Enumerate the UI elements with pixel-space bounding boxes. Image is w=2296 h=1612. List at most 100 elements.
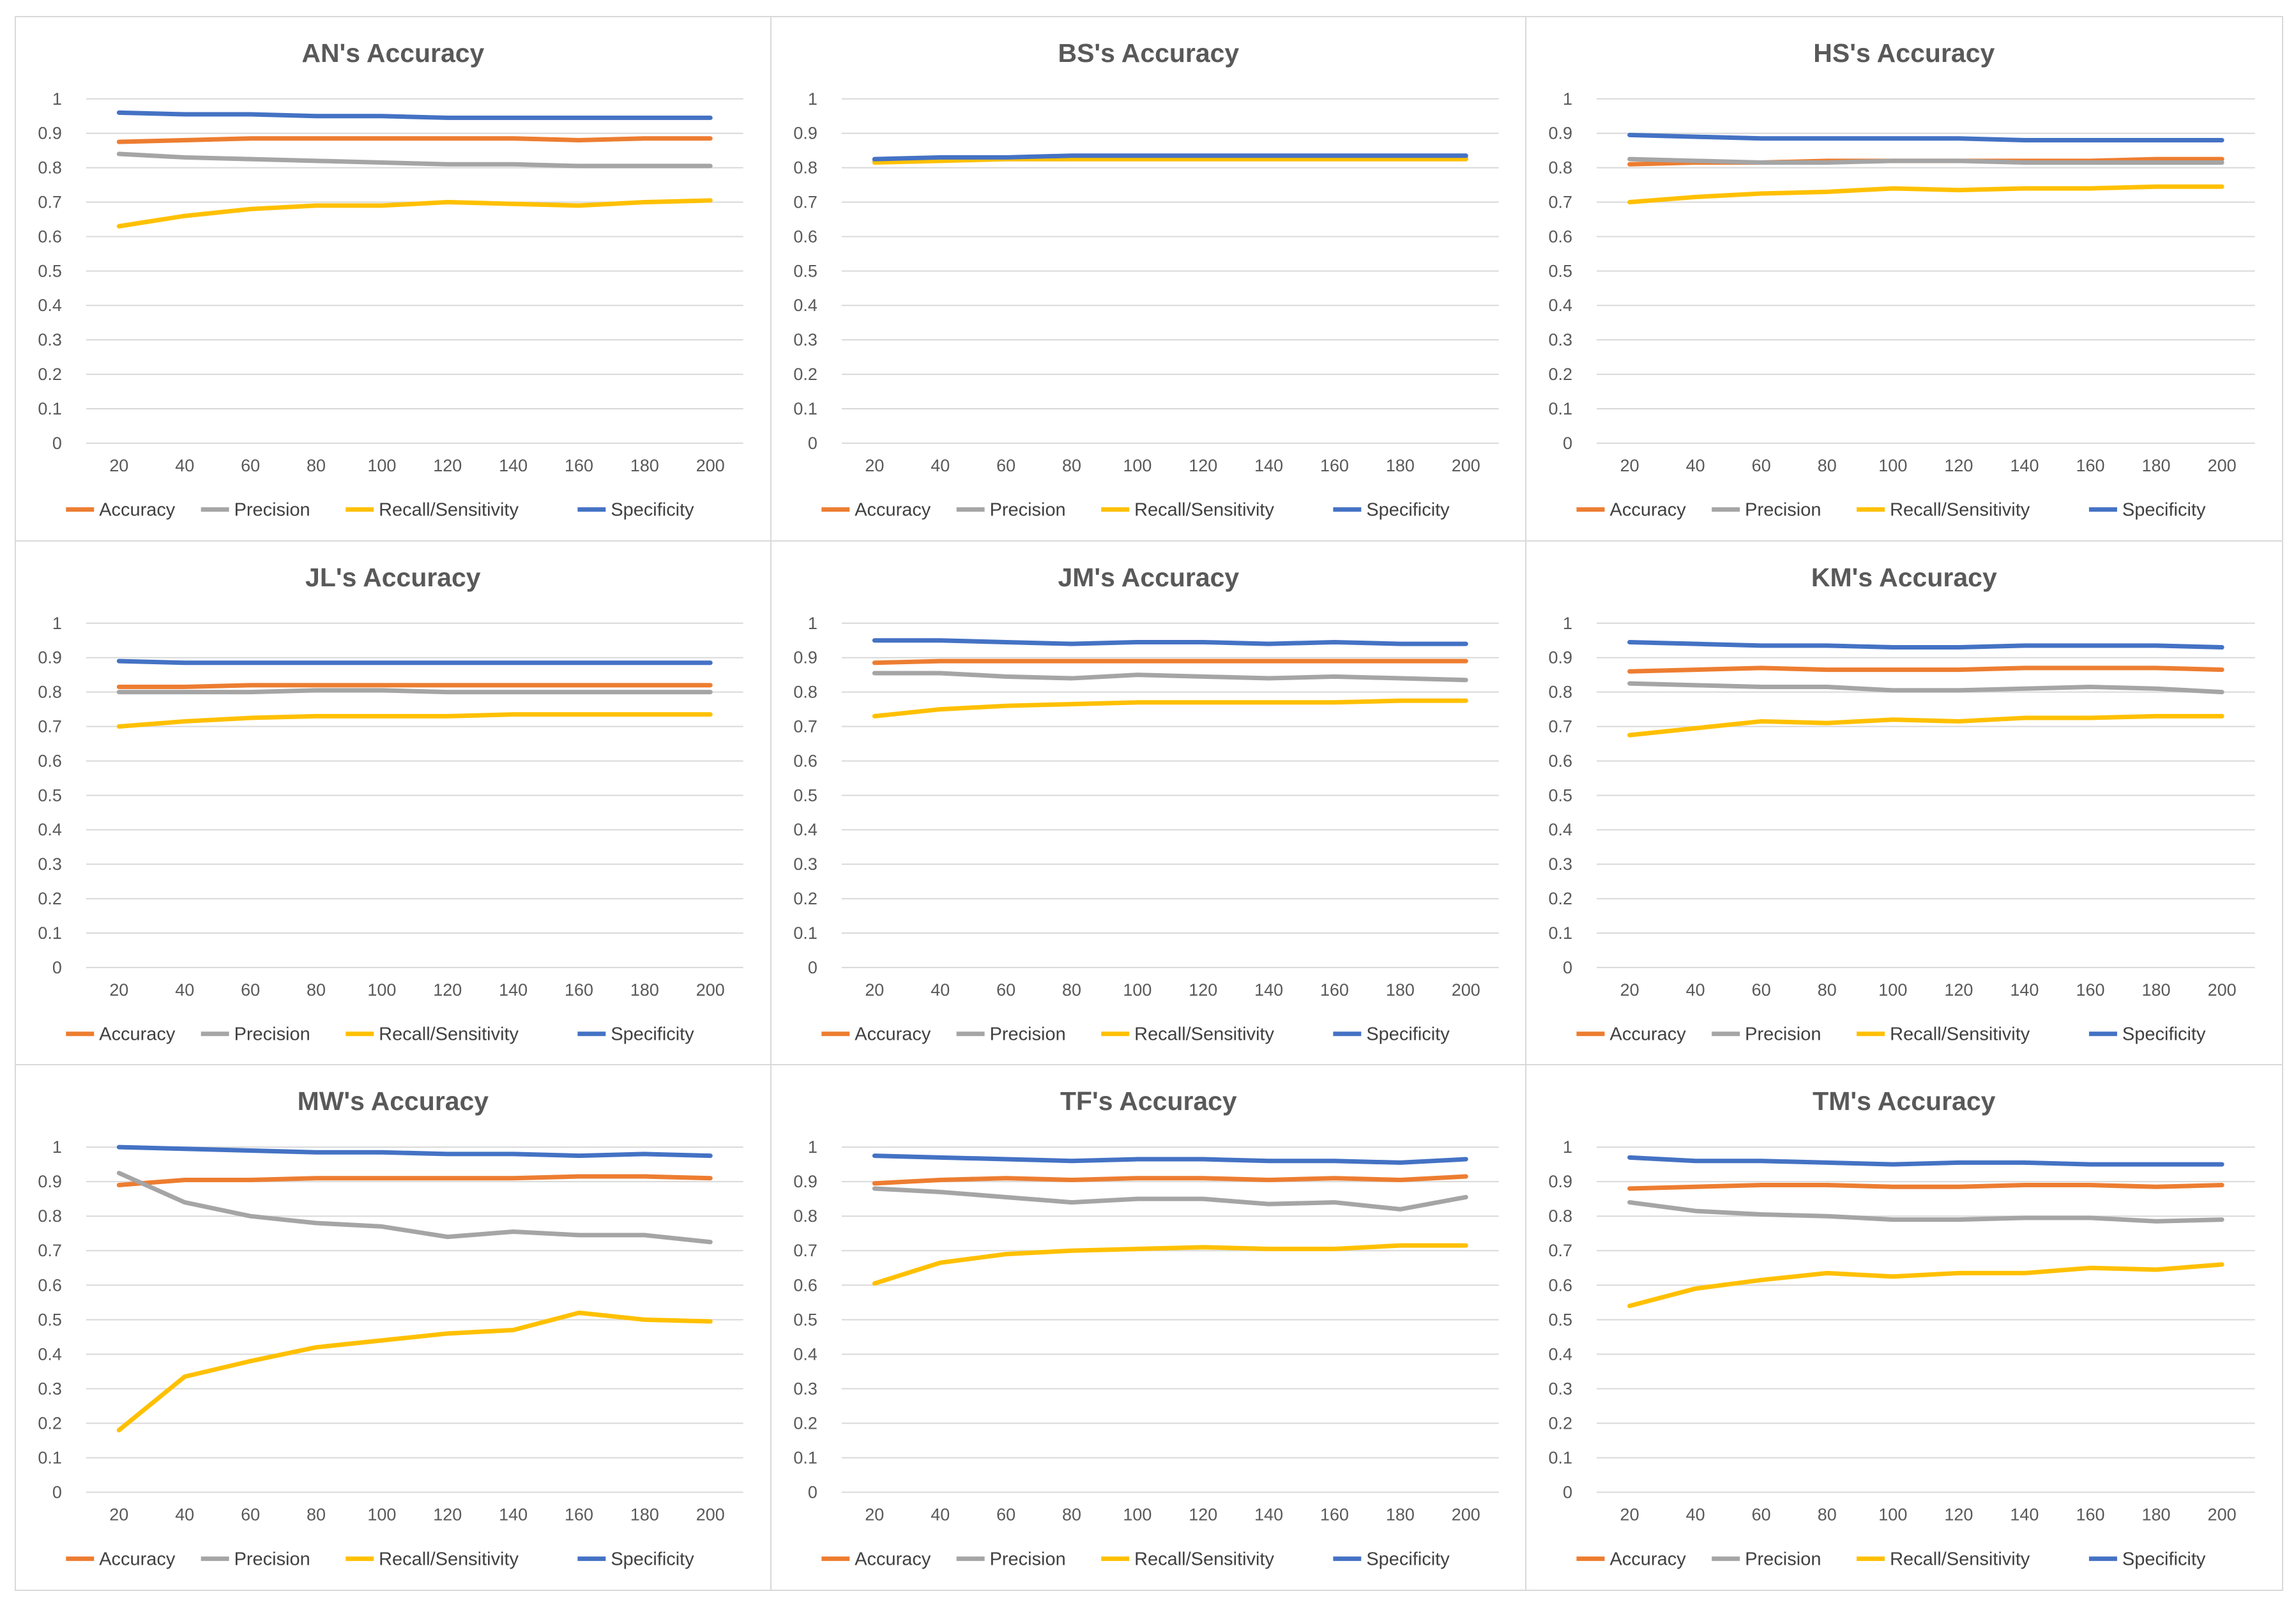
y-tick-label: 0.6 (793, 1276, 817, 1295)
chart-panel-tf: TF's Accuracy 0 0.1 0.2 0.3 0.4 0.5 0.6 0.7 0.8 0.… (772, 1065, 1527, 1590)
y-tick-label: 0.9 (1549, 648, 1573, 667)
series-line-specificity (116, 658, 713, 665)
y-tick-label: 0.8 (38, 1207, 61, 1226)
series-line-recall-sensitivity (116, 1311, 713, 1433)
x-tick-label: 40 (931, 980, 950, 1000)
x-tick-label: 80 (1062, 456, 1081, 475)
legend-item-specificity: Specificity (2089, 1024, 2206, 1044)
x-tick-label: 140 (2011, 980, 2039, 1000)
x-tick-label: 200 (1451, 980, 1480, 1000)
y-tick-label: 0.3 (38, 330, 61, 349)
y-tick-label: 0.8 (1549, 1207, 1573, 1226)
line-chart-svg: MW's Accuracy 0 0.1 0.2 0.3 0.4 0.5 0.6 0.7 0.8 0.… (38, 1086, 743, 1570)
y-tick-label: 0.4 (793, 296, 817, 315)
series-line-specificity (872, 1153, 1468, 1166)
legend-label: Recall/Sensitivity (1134, 500, 1274, 521)
series-line-precision (872, 671, 1468, 682)
y-tick-label: 0 (1563, 958, 1572, 977)
legend-item-recall-sensitivity: Recall/Sensitivity (346, 1549, 519, 1570)
legend-label: Accuracy (1610, 500, 1687, 521)
series-line-recall-sensitivity (116, 198, 713, 229)
x-tick-label: 100 (367, 456, 396, 475)
x-tick-label: 20 (865, 456, 884, 475)
y-tick-label: 0.5 (38, 261, 61, 280)
y-tick-label: 0.4 (793, 820, 817, 839)
x-tick-label: 140 (499, 456, 528, 475)
series-line-accuracy (1627, 665, 2224, 674)
line-chart-svg: JL's Accuracy 0 0.1 0.2 0.3 0.4 0.5 0.6 0.7 0.8 0.… (38, 563, 743, 1044)
x-tick-label: 120 (1945, 980, 1973, 1000)
y-tick-label: 0.7 (1549, 717, 1573, 736)
x-tick-label: 180 (2142, 1505, 2171, 1525)
y-tick-label: 0.7 (38, 1242, 61, 1261)
legend-label: Accuracy (1610, 1024, 1687, 1044)
y-tick-label: 0.2 (38, 365, 61, 384)
y-tick-label: 0.9 (1549, 124, 1573, 143)
y-tick-label: 0.1 (38, 399, 61, 418)
y-tick-label: 0.8 (793, 1207, 817, 1226)
y-tick-label: 0.1 (1549, 924, 1573, 943)
y-tick-label: 0.2 (793, 365, 817, 384)
legend-label: Accuracy (855, 1549, 931, 1570)
x-tick-label: 60 (996, 1505, 1015, 1525)
y-tick-label: 1 (1563, 1137, 1572, 1157)
line-chart-svg: BS's Accuracy 0 0.1 0.2 0.3 0.4 0.5 0.6 0.7 0.8 0.… (793, 38, 1499, 521)
x-tick-label: 180 (1386, 980, 1415, 1000)
line-chart-svg: TM's Accuracy 0 0.1 0.2 0.3 0.4 0.5 0.6 0.7 0.8 0.… (1549, 1086, 2255, 1570)
y-tick-label: 0.5 (1549, 261, 1573, 280)
x-tick-label: 120 (1189, 980, 1217, 1000)
y-tick-label: 1 (1563, 613, 1572, 632)
legend-item-accuracy: Accuracy (821, 500, 931, 521)
y-tick-label: 0.1 (793, 1449, 817, 1468)
line-chart-svg: KM's Accuracy 0 0.1 0.2 0.3 0.4 0.5 0.6 0.7 0.8 0.… (1549, 563, 2255, 1044)
y-tick-label: 0.8 (38, 158, 61, 178)
y-tick-label: 0 (808, 434, 817, 453)
x-tick-label: 140 (1254, 456, 1283, 475)
legend-label: Specificity (1366, 1024, 1450, 1044)
x-tick-label: 200 (696, 980, 725, 1000)
x-tick-label: 200 (1451, 456, 1480, 475)
y-tick-label: 0 (808, 958, 817, 977)
legend-label: Accuracy (99, 1024, 176, 1044)
y-tick-label: 0 (52, 1483, 62, 1502)
legend-label: Specificity (1366, 1549, 1450, 1570)
series-line-specificity (872, 637, 1468, 646)
legend-label: Precision (989, 1549, 1065, 1570)
x-tick-label: 160 (565, 456, 593, 475)
x-tick-label: 20 (865, 1505, 884, 1525)
y-tick-label: 0.4 (1549, 296, 1573, 315)
chart-panel-tm: TM's Accuracy 0 0.1 0.2 0.3 0.4 0.5 0.6 0.7 0.8 0.… (1526, 1065, 2282, 1590)
legend-item-precision: Precision (201, 1024, 310, 1044)
x-tick-label: 20 (865, 980, 884, 1000)
legend-item-precision: Precision (956, 500, 1065, 521)
x-tick-label: 20 (1620, 1505, 1639, 1525)
legend-label: Precision (234, 500, 310, 521)
y-tick-label: 0.9 (793, 1172, 817, 1191)
x-tick-label: 40 (931, 1505, 950, 1525)
chart-panel-mw: MW's Accuracy 0 0.1 0.2 0.3 0.4 0.5 0.6 0.7 0.8 0.… (16, 1065, 772, 1590)
x-tick-label: 140 (2011, 1505, 2039, 1525)
series-line-recall-sensitivity (872, 1243, 1468, 1286)
x-tick-label: 60 (996, 456, 1015, 475)
chart-title: JL's Accuracy (305, 563, 481, 592)
y-tick-label: 0.4 (38, 820, 61, 839)
y-tick-label: 1 (808, 613, 817, 632)
series-line-precision (116, 688, 713, 694)
x-tick-label: 120 (433, 980, 462, 1000)
legend-label: Precision (234, 1549, 310, 1570)
legend-label: Recall/Sensitivity (1134, 1549, 1274, 1570)
chart-title: JM's Accuracy (1058, 563, 1239, 592)
series-line-recall-sensitivity (872, 698, 1468, 719)
legend-item-accuracy: Accuracy (1576, 1549, 1687, 1570)
chart-title: AN's Accuracy (301, 38, 484, 68)
chart-title: TF's Accuracy (1060, 1086, 1237, 1116)
x-tick-label: 200 (2208, 1505, 2237, 1525)
y-tick-label: 0.5 (793, 786, 817, 805)
x-tick-label: 60 (241, 456, 260, 475)
legend-item-accuracy: Accuracy (66, 1549, 176, 1570)
y-tick-label: 0.1 (793, 924, 817, 943)
legend-item-recall-sensitivity: Recall/Sensitivity (1857, 1024, 2030, 1044)
y-tick-label: 0.1 (38, 924, 61, 943)
x-tick-label: 80 (307, 980, 326, 1000)
legend-item-accuracy: Accuracy (66, 500, 176, 521)
